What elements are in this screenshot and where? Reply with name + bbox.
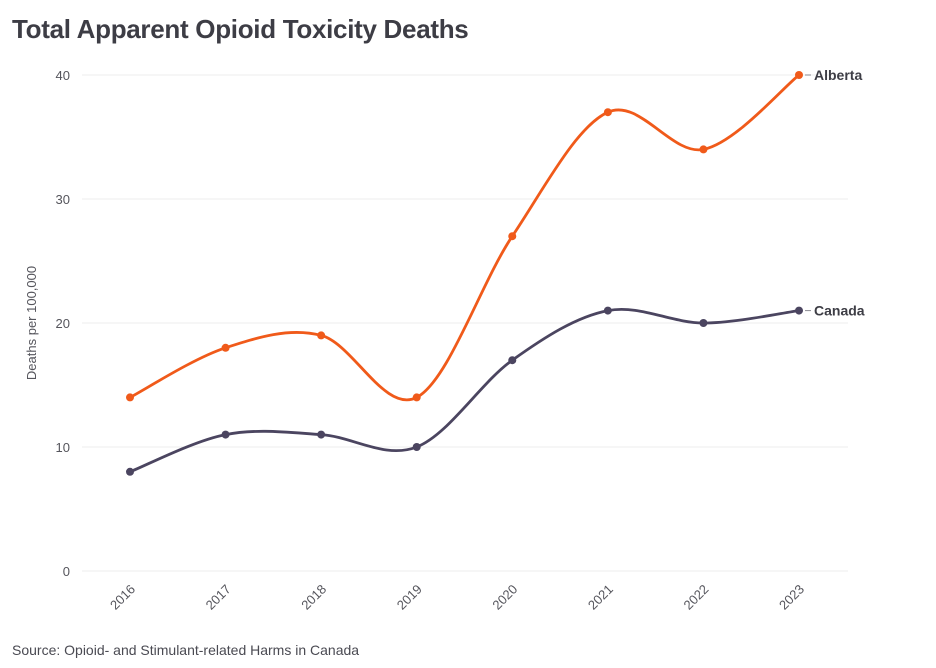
source-note: Source: Opioid- and Stimulant-related Ha… bbox=[12, 642, 360, 658]
y-axis-title: Deaths per 100,000 bbox=[24, 266, 39, 380]
y-axis-ticks: 0 10 20 30 40 bbox=[56, 68, 70, 579]
series-label: Alberta bbox=[814, 67, 862, 83]
series-label: Canada bbox=[814, 303, 865, 319]
x-tick-label: 2017 bbox=[203, 582, 234, 613]
data-point bbox=[126, 393, 134, 402]
data-point bbox=[699, 145, 708, 154]
x-tick-label: 2021 bbox=[585, 582, 616, 613]
data-point bbox=[603, 108, 612, 117]
data-point bbox=[699, 319, 708, 327]
data-point bbox=[221, 430, 230, 439]
chart-title: Total Apparent Opioid Toxicity Deaths bbox=[12, 14, 469, 44]
x-axis-ticks: 2016 2017 2018 2019 2020 2021 2022 2023 bbox=[107, 582, 807, 613]
series-line bbox=[128, 308, 801, 474]
series-canada: Canada bbox=[126, 303, 865, 476]
data-point bbox=[508, 232, 517, 241]
data-point bbox=[221, 343, 230, 352]
data-point bbox=[412, 393, 421, 402]
series-lines: Alberta Canada bbox=[126, 67, 865, 476]
x-tick-label: 2018 bbox=[298, 582, 329, 613]
x-tick-label: 2023 bbox=[776, 582, 807, 613]
x-tick-label: 2016 bbox=[107, 582, 138, 613]
data-point bbox=[317, 430, 326, 439]
data-point bbox=[795, 306, 803, 315]
x-tick-label: 2019 bbox=[394, 582, 425, 613]
y-tick-label: 0 bbox=[63, 564, 70, 579]
series-line bbox=[128, 73, 801, 402]
y-tick-label: 10 bbox=[56, 440, 70, 455]
data-point bbox=[508, 356, 517, 365]
data-point bbox=[412, 443, 421, 451]
x-tick-label: 2020 bbox=[489, 582, 520, 613]
data-point bbox=[126, 467, 134, 476]
data-point bbox=[317, 331, 326, 340]
gridlines bbox=[82, 74, 848, 572]
data-point bbox=[603, 306, 612, 315]
data-point bbox=[795, 71, 803, 79]
y-tick-label: 30 bbox=[56, 192, 70, 207]
y-tick-label: 20 bbox=[56, 316, 70, 331]
series-alberta: Alberta bbox=[126, 67, 862, 402]
y-tick-label: 40 bbox=[56, 68, 70, 83]
x-tick-label: 2022 bbox=[680, 582, 711, 613]
